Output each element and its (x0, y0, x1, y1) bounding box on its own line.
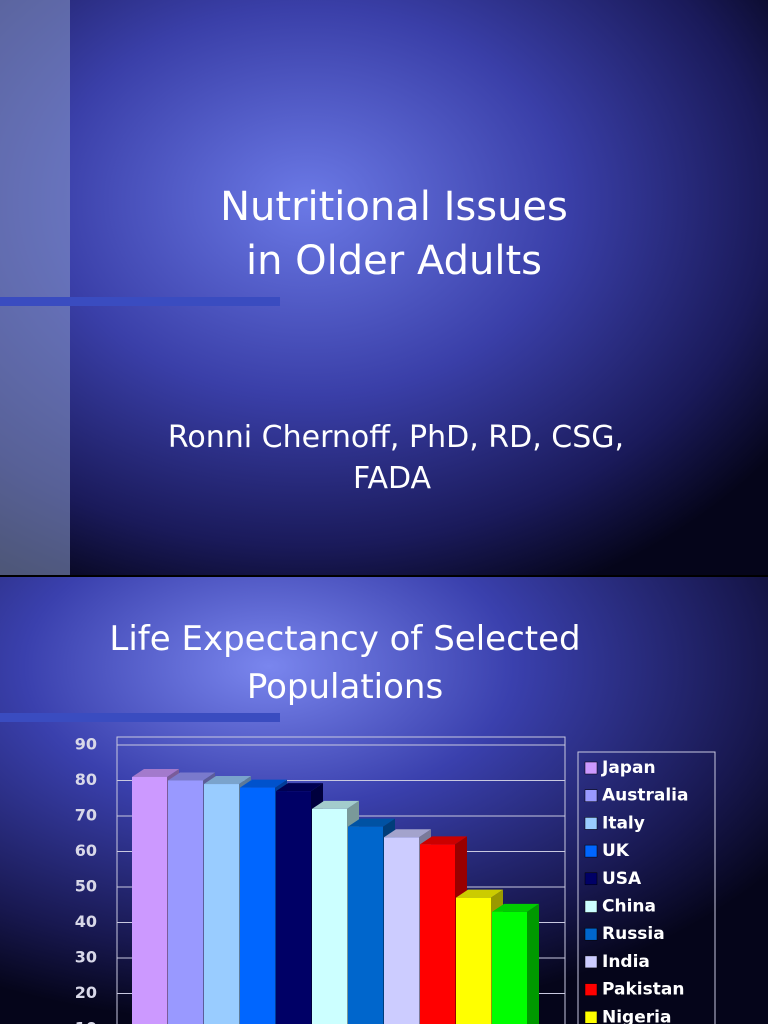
legend-swatch (584, 844, 598, 858)
legend-label: Australia (602, 786, 689, 806)
bar (348, 826, 383, 1024)
bar-side (527, 903, 539, 1024)
legend-swatch (584, 900, 598, 913)
side-stripe (0, 0, 70, 575)
bar-top (240, 779, 287, 788)
slide-title: in Older Adults (246, 238, 542, 284)
bar-top (168, 772, 215, 781)
legend-label: India (602, 952, 650, 972)
legend-swatch (584, 817, 598, 830)
legend-label: UK (602, 841, 630, 861)
chart-title: Life Expectancy of Selected (109, 619, 580, 659)
bar (492, 911, 527, 1024)
legend-swatch (584, 983, 598, 996)
bar-top (276, 783, 323, 792)
bar-top (312, 800, 359, 809)
legend-label: Russia (602, 924, 665, 944)
bar (168, 780, 203, 1024)
legend-swatch (584, 927, 598, 941)
legend-box (577, 751, 716, 1024)
y-tick-label: 50 (75, 877, 97, 896)
bar-top (204, 776, 251, 785)
bar-top (348, 818, 395, 827)
bar (312, 808, 347, 1024)
accent-bar (0, 713, 280, 722)
y-tick-label: 80 (75, 770, 97, 789)
legend-label: USA (602, 869, 642, 889)
y-tick-label: 40 (75, 912, 97, 931)
legend-swatch (584, 1011, 598, 1024)
bar-top (384, 829, 431, 838)
chart-title: Populations (247, 667, 443, 707)
legend-swatch (584, 955, 598, 969)
accent-bar (0, 297, 280, 306)
y-tick-label: 60 (75, 841, 97, 860)
bar-top (132, 768, 179, 777)
y-tick-label: 20 (75, 983, 97, 1002)
slide-2: Life Expectancy of Selected Populations … (0, 577, 768, 1024)
y-tick-label: 70 (75, 806, 97, 825)
bar-top (456, 889, 503, 898)
slide-background (0, 0, 768, 575)
legend-swatch (584, 789, 598, 802)
slide-subtitle: FADA (353, 461, 432, 496)
slide-1: Nutritional Issues in Older Adults Ronni… (0, 0, 768, 575)
bar (420, 844, 455, 1024)
bar (240, 787, 275, 1024)
legend-label: Pakistan (602, 980, 684, 1000)
bar-top (492, 903, 539, 912)
plot-frame (116, 736, 566, 1024)
bar (276, 791, 311, 1024)
legend-label: Nigeria (602, 1007, 671, 1024)
y-tick-label: 30 (75, 948, 97, 967)
bar (456, 897, 491, 1024)
bar (384, 837, 419, 1024)
y-tick-label: 10 (75, 1019, 97, 1024)
bar-top (420, 836, 467, 845)
legend-label: Italy (602, 813, 645, 833)
bar (204, 784, 239, 1024)
legend-label: China (602, 897, 656, 917)
y-tick-label: 90 (75, 735, 97, 754)
legend-label: Japan (601, 758, 656, 778)
legend-swatch (584, 761, 598, 775)
slide-title: Nutritional Issues (220, 184, 568, 230)
bar (132, 776, 167, 1024)
legend-swatch (584, 872, 598, 886)
slide-subtitle: Ronni Chernoff, PhD, RD, CSG, (168, 420, 624, 455)
